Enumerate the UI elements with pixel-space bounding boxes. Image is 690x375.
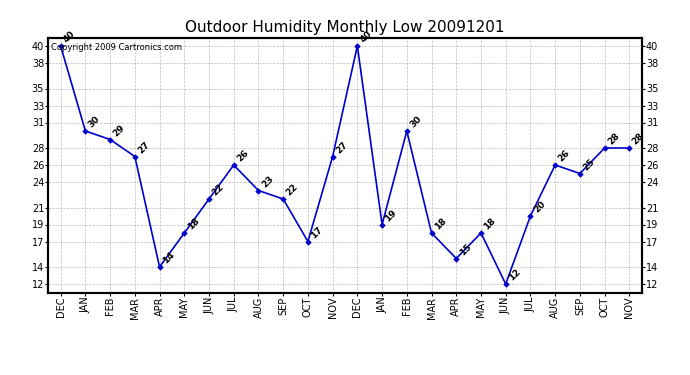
- Text: 20: 20: [532, 200, 547, 214]
- Text: 18: 18: [482, 216, 497, 232]
- Text: 28: 28: [606, 131, 621, 147]
- Text: 40: 40: [62, 29, 77, 45]
- Text: 27: 27: [136, 140, 152, 155]
- Text: 14: 14: [161, 251, 176, 266]
- Text: 30: 30: [408, 114, 424, 130]
- Text: 19: 19: [384, 208, 399, 223]
- Title: Outdoor Humidity Monthly Low 20091201: Outdoor Humidity Monthly Low 20091201: [185, 20, 505, 35]
- Text: 26: 26: [235, 148, 250, 164]
- Text: 25: 25: [581, 157, 596, 172]
- Text: 12: 12: [507, 267, 522, 283]
- Text: 26: 26: [557, 148, 572, 164]
- Text: 18: 18: [433, 216, 448, 232]
- Text: 40: 40: [359, 29, 374, 45]
- Text: 27: 27: [334, 140, 349, 155]
- Text: 23: 23: [260, 174, 275, 189]
- Text: Copyright 2009 Cartronics.com: Copyright 2009 Cartronics.com: [51, 43, 182, 52]
- Text: 29: 29: [112, 123, 127, 138]
- Text: 28: 28: [631, 131, 646, 147]
- Text: 30: 30: [87, 114, 102, 130]
- Text: 22: 22: [210, 182, 226, 198]
- Text: 17: 17: [309, 225, 324, 240]
- Text: 18: 18: [186, 216, 201, 232]
- Text: 22: 22: [284, 182, 299, 198]
- Text: 15: 15: [457, 242, 473, 257]
